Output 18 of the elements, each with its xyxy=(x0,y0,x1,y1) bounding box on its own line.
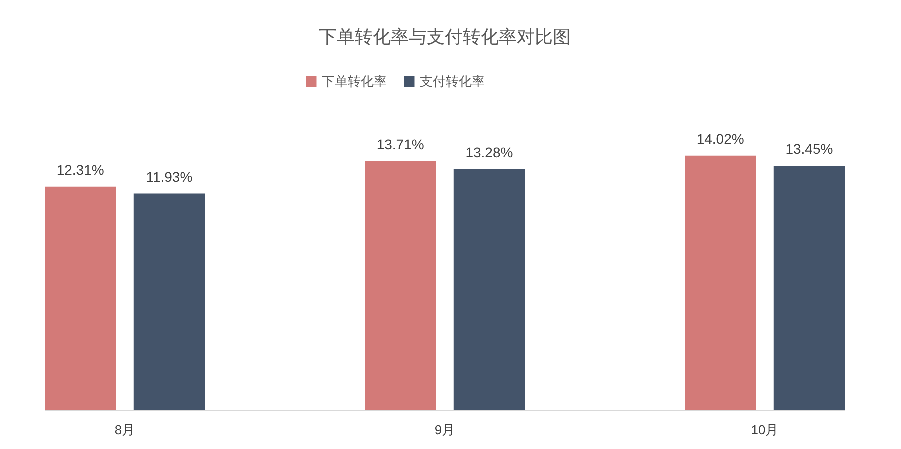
x-tick-label: 8月 xyxy=(114,422,136,438)
bar xyxy=(134,194,205,410)
x-tick-label: 10月 xyxy=(751,422,779,438)
data-label: 13.71% xyxy=(376,136,424,153)
bar xyxy=(774,166,845,410)
data-label: 14.02% xyxy=(696,130,744,147)
data-label: 11.93% xyxy=(146,168,193,185)
data-label: 12.31% xyxy=(56,162,104,178)
data-label: 13.45% xyxy=(786,141,834,158)
data-label: 13.28% xyxy=(466,144,514,160)
bar xyxy=(454,169,525,410)
bar xyxy=(45,186,116,410)
x-tick-label: 9月 xyxy=(434,422,456,438)
bar xyxy=(685,156,756,410)
chart-title: 下单转化率与支付转化率对比图 xyxy=(319,27,571,47)
legend-label: 下单转化率 xyxy=(322,74,387,89)
legend-label: 支付转化率 xyxy=(420,74,485,89)
bar xyxy=(365,162,436,410)
